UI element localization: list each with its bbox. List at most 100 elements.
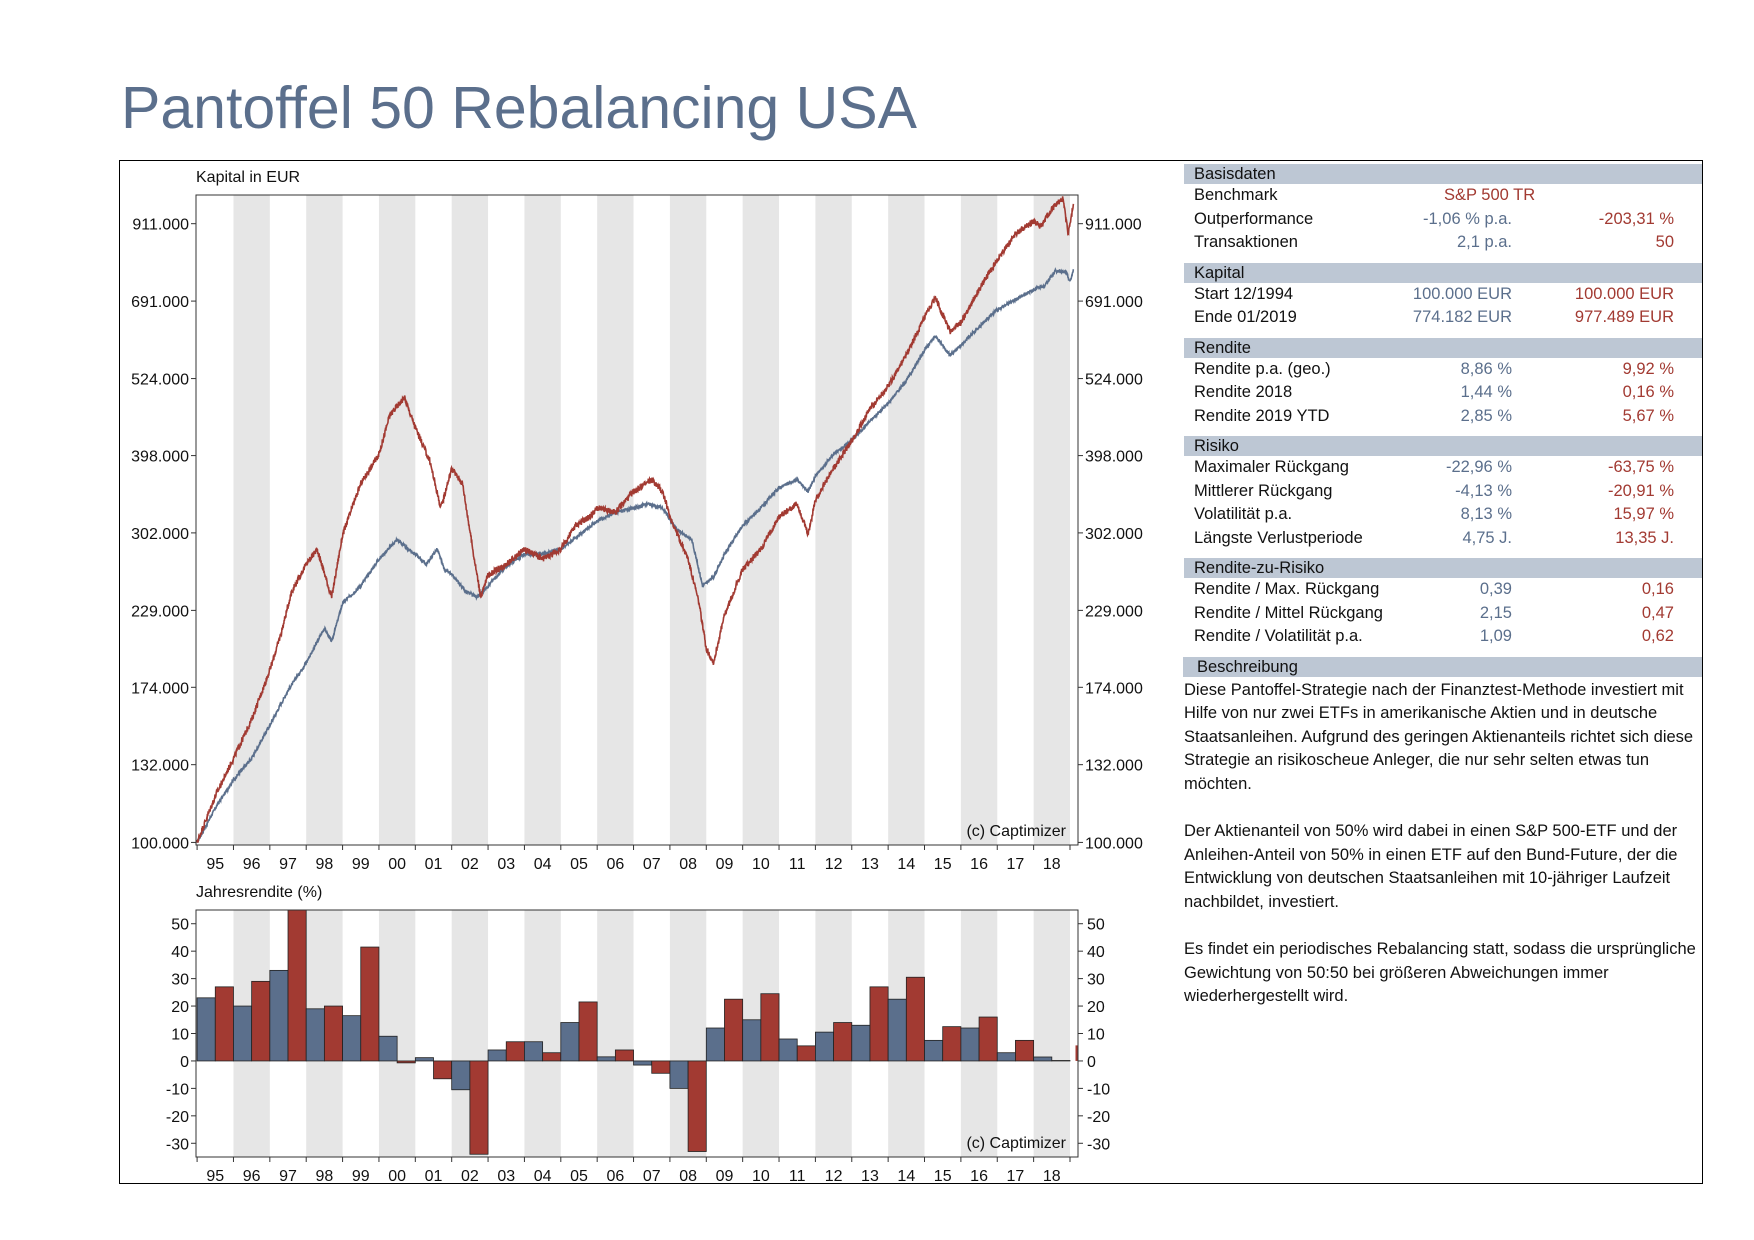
stat-label: Start 12/1994 — [1194, 284, 1294, 303]
y-tick-label: 10 — [171, 1027, 189, 1044]
section-header-rendite: Rendite — [1184, 337, 1702, 358]
copyright-label: (c) Captimizer — [966, 1135, 1066, 1152]
stat-row: Volatilität p.a. 8,13 % 15,97 % — [1184, 503, 1702, 527]
stat-label: Maximaler Rückgang — [1194, 458, 1349, 476]
benchmark-value: S&P 500 TR — [1444, 186, 1536, 204]
y-tick-label: -30 — [166, 1136, 189, 1153]
strategy-bar — [269, 969, 289, 1062]
benchmark-bar — [433, 1060, 453, 1080]
benchmark-bar — [251, 980, 271, 1062]
y-tick-label: -10 — [1087, 1081, 1110, 1098]
x-tick-label: 06 — [606, 856, 624, 873]
y-tick-label: 132.000 — [131, 758, 189, 775]
x-tick-label: 12 — [825, 856, 843, 873]
benchmark-bar — [760, 993, 780, 1062]
section-gap — [1184, 428, 1702, 434]
stats-sections: Basisdaten Benchmark S&P 500 TR Outperforma… — [1184, 164, 1702, 655]
strategy-bar — [778, 1038, 798, 1062]
x-tick-label: 99 — [352, 856, 370, 873]
strategy-bar — [233, 1005, 253, 1062]
stat-label: Benchmark — [1194, 186, 1278, 204]
y-tick-label: -30 — [1087, 1136, 1110, 1153]
strategy-value: 2,85 % — [1460, 406, 1512, 425]
year-band — [669, 195, 707, 845]
benchmark-bar — [833, 1022, 853, 1062]
stat-label: Rendite / Max. Rückgang — [1194, 580, 1380, 598]
y-tick-label: 20 — [171, 999, 189, 1016]
chart-frame — [119, 160, 1703, 1184]
y-tick-label: 0 — [180, 1054, 189, 1071]
y-tick-label: 229.000 — [131, 603, 189, 620]
benchmark-value: 5,67 % — [1622, 406, 1674, 425]
year-band — [1033, 195, 1070, 845]
benchmark-ytd-bar — [1075, 1045, 1078, 1061]
stat-row: Rendite / Max. Rückgang 0,39 0,16 — [1184, 578, 1702, 602]
stat-label: Ende 01/2019 — [1194, 308, 1297, 326]
y-tick-label: 398.000 — [131, 449, 189, 466]
x-tick-label: 97 — [279, 856, 297, 873]
description-paragraph-1: Diese Pantoffel-Strategie nach der Finan… — [1184, 680, 1694, 793]
year-band — [597, 910, 634, 1157]
stat-row: Längste Verlustperiode 4,75 J. 13,35 J. — [1184, 527, 1702, 551]
benchmark-value: 9,92 % — [1622, 359, 1674, 378]
strategy-value: 0,39 — [1479, 580, 1512, 598]
x-tick-label: 97 — [279, 1168, 297, 1185]
y-tick-label: -20 — [166, 1109, 189, 1126]
strategy-value: -22,96 % — [1445, 458, 1512, 476]
x-tick-label: 14 — [897, 856, 915, 873]
benchmark-line — [196, 196, 1075, 843]
x-tick-label: 18 — [1043, 856, 1061, 873]
x-tick-label: 17 — [1007, 856, 1025, 873]
y-tick-label: 132.000 — [1085, 758, 1143, 775]
strategy-bar — [451, 1060, 471, 1091]
benchmark-value: 0,47 — [1641, 603, 1674, 622]
y-tick-label: 50 — [171, 917, 189, 934]
y-tick-label: 40 — [1087, 944, 1105, 961]
x-tick-label: 09 — [716, 1168, 734, 1185]
strategy-bar — [960, 1027, 980, 1062]
stats-panel: Basisdaten Benchmark S&P 500 TR Outperforma… — [1183, 162, 1702, 1032]
x-tick-label: 96 — [243, 856, 261, 873]
x-tick-label: 04 — [534, 856, 552, 873]
x-tick-label: 07 — [643, 856, 661, 873]
section-header-kapital: Kapital — [1184, 262, 1702, 283]
year-band — [888, 195, 925, 845]
benchmark-bar — [978, 1016, 998, 1062]
benchmark-bar — [287, 910, 307, 1062]
benchmark-bar — [214, 986, 234, 1062]
section-gap — [1184, 255, 1702, 261]
copyright-label: (c) Captimizer — [966, 823, 1066, 840]
stat-row: Benchmark S&P 500 TR — [1184, 184, 1702, 208]
benchmark-bar — [360, 946, 380, 1062]
strategy-value: 4,75 J. — [1462, 528, 1512, 547]
section-gap — [1184, 649, 1702, 655]
y-tick-label: 174.000 — [1085, 680, 1143, 697]
y-tick-label: 10 — [1087, 1027, 1105, 1044]
benchmark-bar — [724, 998, 744, 1062]
x-tick-label: 16 — [970, 1168, 988, 1185]
description: Diese Pantoffel-Strategie nach der Finan… — [1184, 679, 1702, 1009]
line-plot-border — [195, 194, 1079, 846]
benchmark-bar — [942, 1026, 962, 1062]
benchmark-bar — [651, 1060, 671, 1074]
stat-row: Rendite / Mittel Rückgang 2,15 0,47 — [1184, 602, 1702, 626]
stat-row: Mittlerer Rückgang -4,13 % -20,91 % — [1184, 480, 1702, 504]
benchmark-value: -203,31 % — [1598, 209, 1674, 228]
stat-label: Mittlerer Rückgang — [1194, 481, 1333, 500]
x-tick-label: 14 — [897, 1168, 915, 1185]
y-tick-label: -10 — [166, 1081, 189, 1098]
year-band — [378, 910, 416, 1157]
strategy-value: 2,15 — [1479, 603, 1512, 622]
x-tick-label: 02 — [461, 856, 479, 873]
x-tick-label: 98 — [315, 856, 333, 873]
benchmark-value: 0,16 % — [1622, 383, 1674, 401]
x-tick-label: 13 — [861, 856, 879, 873]
strategy-value: 1,44 % — [1460, 383, 1512, 401]
stat-row: Maximaler Rückgang -22,96 % -63,75 % — [1184, 456, 1702, 480]
benchmark-bar — [323, 1005, 343, 1062]
strategy-bar — [305, 1008, 325, 1062]
benchmark-value: 977.489 EUR — [1574, 308, 1674, 326]
y-tick-label: 50 — [1087, 917, 1105, 934]
year-band — [960, 195, 998, 845]
